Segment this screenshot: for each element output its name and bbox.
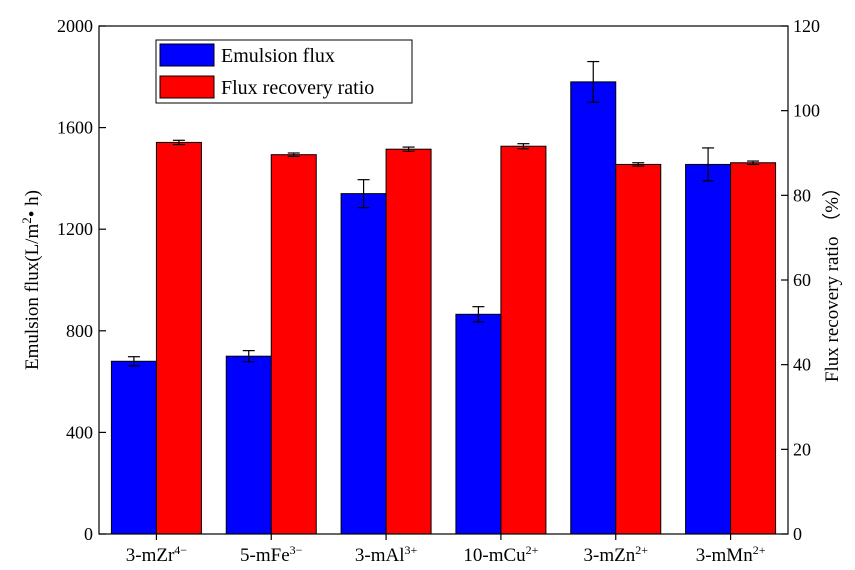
error-bar-emulsion-flux-3: [357, 179, 370, 209]
x-tick-label-6: 3-mMn2+: [696, 543, 766, 566]
left-y-tick-label-6: 2000: [57, 16, 93, 36]
error-bar-emulsion-flux-2: [242, 350, 255, 363]
left-axis-title-tail: • h): [22, 190, 43, 217]
error-bar-flux-recovery-ratio-3: [402, 146, 415, 152]
bar-emulsion-flux-4: [455, 313, 502, 535]
error-bar-emulsion-flux-5: [587, 60, 600, 103]
right-y-tick-label-2: 20: [793, 439, 811, 459]
right-y-tick-label-3: 40: [793, 355, 811, 375]
bars-layer: [110, 81, 777, 535]
bar-flux-recovery-ratio-1: [155, 141, 202, 535]
error-bar-flux-recovery-ratio-2: [287, 152, 300, 157]
error-bar-emulsion-flux-1: [127, 356, 140, 367]
x-tick-label-4: 10-mCu2+: [463, 543, 538, 566]
ticks-layer: 3-mZr4− 5-mFe3− 3-mAl3+ 10-mCu2+ 3-mZn2+ 3-mM…: [57, 16, 820, 566]
legend-swatch-emulsion-flux: [159, 43, 215, 67]
bar-emulsion-flux-6: [685, 163, 732, 535]
x-tick-label-3: 3-mAl3+: [355, 543, 418, 566]
right-axis-title: Flux recovery ratio （%）: [821, 178, 843, 382]
right-y-tick-label-5: 80: [793, 185, 811, 205]
left-y-tick-label-4: 1200: [57, 219, 93, 239]
left-y-tick-label-2: 400: [66, 422, 93, 442]
left-axis-title-sup: 2: [19, 217, 34, 224]
bar-emulsion-flux-1: [110, 360, 157, 535]
bar-emulsion-flux-3: [340, 193, 387, 535]
bar-flux-recovery-ratio-2: [270, 154, 317, 535]
left-y-tick-label-3: 800: [66, 321, 93, 341]
error-bars-layer: [127, 60, 760, 367]
bar-flux-recovery-ratio-5: [615, 163, 662, 535]
x-tick-label-1: 3-mZr4−: [126, 543, 188, 566]
legend-swatch-flux-recovery-ratio: [159, 75, 215, 99]
left-axis-title-main: Emulsion flux(L/m: [22, 224, 43, 370]
bar-flux-recovery-ratio-3: [385, 148, 432, 535]
right-y-tick-label-6: 100: [793, 101, 820, 121]
legend-label-emulsion-flux: Emulsion flux: [221, 45, 335, 67]
error-bar-flux-recovery-ratio-5: [632, 162, 645, 167]
bar-flux-recovery-ratio-6: [730, 162, 777, 535]
error-bar-emulsion-flux-4: [472, 306, 485, 323]
x-tick-label-2: 5-mFe3−: [240, 543, 303, 566]
legend-label-flux-recovery-ratio: Flux recovery ratio: [221, 77, 374, 99]
error-bar-flux-recovery-ratio-1: [172, 139, 185, 146]
error-bar-flux-recovery-ratio-4: [517, 143, 530, 150]
left-axis-title: Emulsion flux(L/m2• h): [19, 190, 44, 370]
left-y-tick-label-1: 0: [84, 524, 93, 544]
right-y-tick-label-7: 120: [793, 16, 820, 36]
right-y-tick-label-1: 0: [793, 524, 802, 544]
left-y-tick-label-5: 1600: [57, 118, 93, 138]
x-tick-label-5: 3-mZn2+: [584, 543, 649, 566]
bar-flux-recovery-ratio-4: [500, 145, 547, 535]
error-bar-emulsion-flux-6: [702, 147, 715, 182]
legend: Emulsion flux Flux recovery ratio: [155, 39, 413, 104]
error-bar-flux-recovery-ratio-6: [747, 160, 760, 166]
bar-emulsion-flux-5: [570, 81, 617, 535]
right-y-tick-label-4: 60: [793, 270, 811, 290]
bar-emulsion-flux-2: [225, 355, 272, 535]
